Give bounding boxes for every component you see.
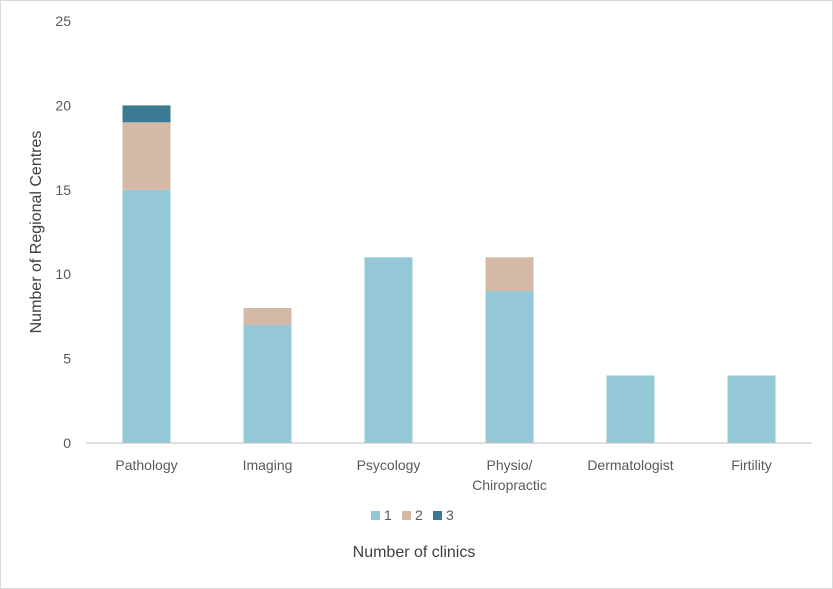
legend-swatch-series-1 [371, 511, 380, 520]
legend-label-series-1: 1 [384, 507, 392, 523]
y-axis-ticks: 0 5 10 15 20 25 [55, 13, 71, 451]
y-tick-label: 15 [55, 182, 71, 198]
bar-segment-psycology-series-1 [364, 257, 413, 443]
x-tick-label: Psycology [357, 457, 421, 473]
y-axis-title: Number of Regional Centres [28, 131, 45, 334]
bar-segment-physio-chiropractic-series-2 [485, 257, 534, 292]
bar-segment-pathology-series-3 [122, 105, 171, 123]
x-axis-title: Number of clinics [353, 544, 476, 561]
bar-segment-imaging-series-2 [243, 308, 292, 325]
bars-group [122, 105, 776, 443]
y-tick-label: 0 [63, 435, 71, 451]
legend-label-series-2: 2 [415, 507, 423, 523]
x-tick-label: Physio/Chiropractic [472, 457, 547, 493]
y-tick-label: 10 [55, 266, 71, 282]
x-tick-label: Firtility [731, 457, 771, 473]
bar-segment-imaging-series-1 [243, 324, 292, 443]
x-tick-label: Pathology [115, 457, 177, 473]
x-axis-ticks: Pathology Imaging Psycology Physio/Chiropra… [115, 457, 771, 493]
legend-swatch-series-2 [402, 511, 411, 520]
bar-segment-pathology-series-2 [122, 122, 171, 190]
y-tick-label: 5 [63, 351, 71, 367]
x-tick-label: Imaging [243, 457, 293, 473]
bar-segment-pathology-series-1 [122, 189, 171, 443]
y-tick-label: 20 [55, 97, 71, 113]
legend: 1 2 3 [371, 507, 454, 523]
legend-label-series-3: 3 [446, 507, 454, 523]
legend-swatch-series-3 [433, 511, 442, 520]
y-tick-label: 25 [55, 13, 71, 29]
bar-segment-physio-chiropractic-series-1 [485, 291, 534, 443]
x-tick-label: Dermatologist [587, 457, 673, 473]
bar-segment-firtility-series-1 [727, 375, 776, 443]
bar-segment-dermatologist-series-1 [606, 375, 655, 443]
